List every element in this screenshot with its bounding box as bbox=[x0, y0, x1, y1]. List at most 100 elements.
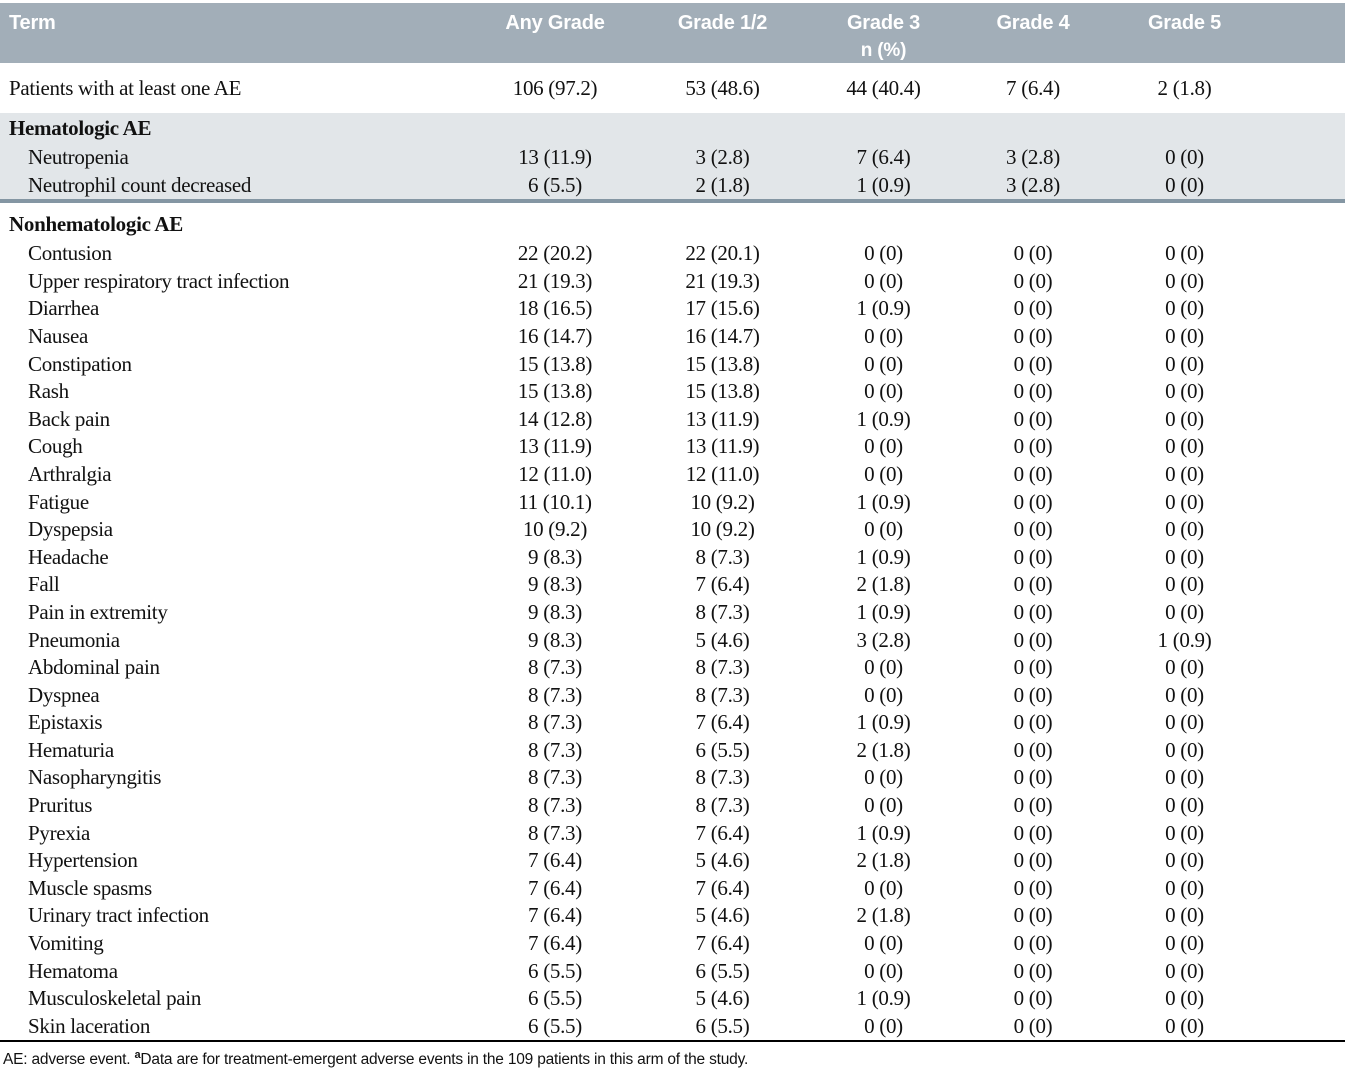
row-value-cell: 0 (0) bbox=[1165, 489, 1204, 514]
row-value-cell: 6 (5.5) bbox=[472, 171, 638, 204]
row-filler-cell bbox=[1263, 378, 1345, 406]
row-value-cell: 7 (6.4) bbox=[528, 848, 582, 873]
row-value-cell: 0 (0) bbox=[1013, 296, 1053, 321]
table-row: Skin laceration 6 (5.5) 6 (5.5) 0 (0) 0 (0) 0… bbox=[0, 1012, 1345, 1043]
adverse-events-table: Term Any Grade Grade 1/2 Grade 3 n (%) G… bbox=[0, 3, 1345, 1043]
row-value-cell: 18 (16.5) bbox=[517, 296, 593, 321]
column-header-any-grade: Any Grade bbox=[472, 3, 638, 63]
table-row: Upper respiratory tract infection 21 (19.… bbox=[0, 268, 1345, 296]
row-filler-cell bbox=[1263, 627, 1345, 655]
row-value-cell: 9 (8.3) bbox=[528, 572, 582, 597]
row-value-cell: 6 (5.5) bbox=[695, 737, 750, 762]
row-filler-cell bbox=[1263, 654, 1345, 682]
row-filler-cell bbox=[1263, 958, 1345, 986]
row-filler-cell bbox=[1263, 792, 1345, 820]
row-value-cell: 0 (0) bbox=[864, 931, 903, 956]
row-value-cell: 0 (0) bbox=[1013, 710, 1053, 735]
table-row: Nausea 16 (14.7) 16 (14.7) 0 (0) 0 (0) 0 (0) bbox=[0, 323, 1345, 351]
row-value-cell: 0 (0) bbox=[1013, 627, 1053, 652]
table-row: Rash 15 (13.8) 15 (13.8) 0 (0) 0 (0) 0 (0) bbox=[0, 378, 1345, 406]
row-value-cell: 0 (0) bbox=[1013, 958, 1053, 983]
row-value-cell: 2 (1.8) bbox=[856, 572, 911, 597]
row-value-cell: 0 (0) bbox=[864, 793, 903, 818]
row-value-cell: 0 (0) bbox=[864, 323, 903, 348]
section-header-row: Hematologic AE bbox=[0, 113, 1345, 144]
row-value-cell: 3 (2.8) bbox=[960, 171, 1106, 204]
row-term-cell: Pneumonia bbox=[28, 627, 120, 652]
row-value-cell: 2 (1.8) bbox=[856, 903, 911, 928]
row-value-cell: 0 (0) bbox=[1165, 820, 1204, 845]
row-value-cell: 0 (0) bbox=[807, 1012, 960, 1043]
row-filler-cell bbox=[1263, 406, 1345, 434]
row-value-cell: 8 (7.3) bbox=[695, 793, 750, 818]
row-value-cell: 9 (8.3) bbox=[528, 599, 582, 624]
row-value-cell: 0 (0) bbox=[864, 434, 903, 459]
row-value-cell: 0 (0) bbox=[1013, 655, 1053, 680]
row-value-cell: 15 (13.8) bbox=[685, 351, 760, 376]
row-value-cell: 13 (11.9) bbox=[518, 434, 592, 459]
row-value-cell: 1 (0.9) bbox=[856, 489, 911, 514]
row-value-cell: 10 (9.2) bbox=[522, 517, 588, 542]
row-value-cell: 0 (0) bbox=[1013, 765, 1053, 790]
row-filler-cell bbox=[1263, 295, 1345, 323]
row-filler-cell bbox=[1263, 461, 1345, 489]
row-value-cell: 0 (0) bbox=[864, 379, 903, 404]
table-row: Arthralgia 12 (11.0) 12 (11.0) 0 (0) 0 (0) 0 … bbox=[0, 461, 1345, 489]
row-value-cell: 5 (4.6) bbox=[695, 903, 750, 928]
table-row: Pain in extremity 9 (8.3) 8 (7.3) 1 (0.9) 0 … bbox=[0, 599, 1345, 627]
row-term-cell: Nausea bbox=[28, 323, 89, 348]
row-value-cell: 0 (0) bbox=[1165, 793, 1204, 818]
row-value-cell: 2 (1.8) bbox=[1157, 76, 1212, 100]
row-value-cell: 11 (10.1) bbox=[518, 489, 592, 514]
row-value-cell: 0 (0) bbox=[1013, 682, 1053, 707]
row-value-cell: 0 (0) bbox=[864, 875, 903, 900]
table-row: Hematoma 6 (5.5) 6 (5.5) 0 (0) 0 (0) 0 (0) bbox=[0, 958, 1345, 986]
row-term-cell: Neutropenia bbox=[0, 144, 472, 172]
row-value-cell: 6 (5.5) bbox=[528, 958, 582, 983]
table-row: Fatigue 11 (10.1) 10 (9.2) 1 (0.9) 0 (0) 0 (0… bbox=[0, 489, 1345, 517]
row-value-cell: 0 (0) bbox=[864, 655, 903, 680]
row-filler-cell bbox=[1263, 847, 1345, 875]
row-filler-cell bbox=[1263, 1012, 1345, 1043]
row-value-cell: 0 (0) bbox=[864, 765, 903, 790]
table-row: Musculoskeletal pain 6 (5.5) 5 (4.6) 1 (0.9… bbox=[0, 985, 1345, 1013]
footnote-abbreviation: AE: adverse event. bbox=[3, 1051, 131, 1069]
row-value-cell: 0 (0) bbox=[1165, 406, 1204, 431]
row-value-cell: 106 (97.2) bbox=[512, 76, 598, 100]
table-header-row: Term Any Grade Grade 1/2 Grade 3 n (%) G… bbox=[0, 3, 1345, 63]
row-term-cell: Contusion bbox=[28, 241, 112, 266]
row-term-cell: Upper respiratory tract infection bbox=[28, 268, 290, 293]
row-value-cell: 8 (7.3) bbox=[695, 765, 750, 790]
row-value-cell: 0 (0) bbox=[1165, 351, 1204, 376]
table-row: Neutropenia 13 (11.9) 3 (2.8) 7 (6.4) 3 (2.8… bbox=[0, 144, 1345, 172]
table-footnote: AE: adverse event. aData are for treatme… bbox=[3, 1050, 1349, 1069]
row-term-cell: Arthralgia bbox=[28, 461, 112, 486]
row-value-cell: 53 (48.6) bbox=[685, 76, 760, 100]
row-value-cell: 0 (0) bbox=[1013, 931, 1053, 956]
table-row: Diarrhea 18 (16.5) 17 (15.6) 1 (0.9) 0 (0) 0 … bbox=[0, 295, 1345, 323]
row-term-cell: Patients with at least one AE bbox=[9, 76, 242, 100]
row-value-cell: 0 (0) bbox=[1165, 710, 1204, 735]
table-row: Headache 9 (8.3) 8 (7.3) 1 (0.9) 0 (0) 0 (0) bbox=[0, 544, 1345, 572]
table-row: Fall 9 (8.3) 7 (6.4) 2 (1.8) 0 (0) 0 (0) bbox=[0, 571, 1345, 599]
row-term-cell: Fatigue bbox=[28, 489, 89, 514]
row-term-cell: Muscle spasms bbox=[28, 875, 152, 900]
section-header-row: Nonhematologic AE bbox=[0, 201, 1345, 240]
row-term-cell: Nasopharyngitis bbox=[28, 765, 162, 790]
row-filler-cell bbox=[1263, 737, 1345, 765]
row-term-cell: Pyrexia bbox=[28, 820, 91, 845]
row-filler-cell bbox=[1263, 875, 1345, 903]
row-value-cell: 0 (0) bbox=[1165, 931, 1204, 956]
table-row: Urinary tract infection 7 (6.4) 5 (4.6) 2 (… bbox=[0, 902, 1345, 930]
section-title: Hematologic AE bbox=[0, 113, 1345, 144]
row-value-cell: 7 (6.4) bbox=[695, 820, 750, 845]
table-row: Contusion 22 (20.2) 22 (20.1) 0 (0) 0 (0) 0 (… bbox=[0, 240, 1345, 268]
row-filler-cell bbox=[1263, 544, 1345, 572]
row-value-cell: 0 (0) bbox=[1165, 958, 1204, 983]
row-value-cell: 0 (0) bbox=[1165, 296, 1204, 321]
row-value-cell: 7 (6.4) bbox=[528, 931, 582, 956]
row-value-cell: 12 (11.0) bbox=[685, 461, 760, 486]
row-term-cell: Urinary tract infection bbox=[28, 903, 209, 928]
row-value-cell: 9 (8.3) bbox=[528, 627, 582, 652]
table-header: Term Any Grade Grade 1/2 Grade 3 n (%) G… bbox=[0, 3, 1345, 63]
